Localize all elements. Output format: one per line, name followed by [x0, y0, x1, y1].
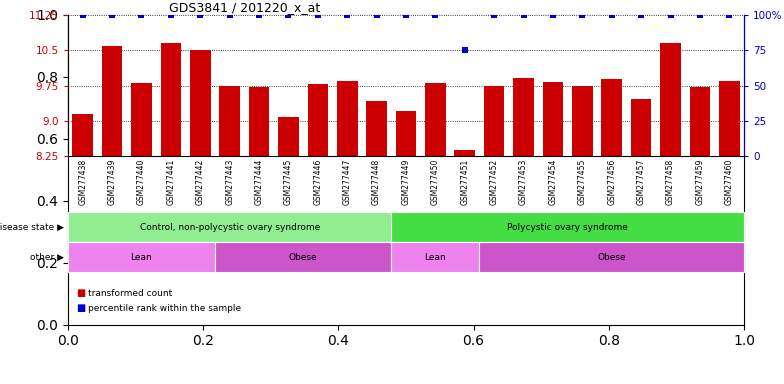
Bar	[220, 86, 240, 156]
Point	[311, 12, 324, 18]
Point	[605, 12, 618, 18]
Point	[341, 12, 354, 18]
Text: ■: ■	[76, 288, 85, 298]
Text: disease state ▶: disease state ▶	[0, 222, 64, 232]
Text: ■: ■	[76, 303, 85, 313]
Point	[194, 12, 206, 18]
Point	[106, 12, 118, 18]
Text: Obese: Obese	[597, 253, 626, 262]
Bar	[366, 101, 387, 156]
Bar	[719, 81, 739, 156]
Text: percentile rank within the sample: percentile rank within the sample	[88, 304, 241, 313]
Text: Lean: Lean	[424, 253, 446, 262]
Point	[429, 12, 441, 18]
Bar	[631, 99, 652, 156]
Text: other ▶: other ▶	[30, 253, 64, 262]
Point	[546, 12, 559, 18]
Point	[370, 12, 383, 18]
Text: Control, non-polycystic ovary syndrome: Control, non-polycystic ovary syndrome	[140, 222, 320, 232]
Point	[694, 12, 706, 18]
Bar	[396, 111, 416, 156]
Bar	[72, 114, 93, 156]
Point	[635, 12, 648, 18]
Bar	[131, 83, 152, 156]
Bar	[425, 83, 445, 156]
Point	[488, 12, 500, 18]
Point	[223, 12, 236, 18]
Bar	[249, 87, 270, 156]
Bar	[543, 82, 563, 156]
Point	[135, 12, 147, 18]
Point	[723, 12, 735, 18]
Point	[252, 12, 265, 18]
Bar	[572, 86, 593, 156]
Bar	[690, 87, 710, 156]
Point	[282, 12, 295, 18]
Point	[165, 12, 177, 18]
Point	[459, 47, 471, 53]
Bar	[484, 86, 504, 156]
Point	[400, 12, 412, 18]
Bar	[660, 43, 681, 156]
Bar	[337, 81, 358, 156]
Point	[517, 12, 530, 18]
Point	[576, 12, 589, 18]
Text: transformed count: transformed count	[88, 289, 172, 298]
Bar	[455, 150, 475, 156]
Bar	[190, 50, 211, 156]
Bar	[278, 117, 299, 156]
Bar	[514, 78, 534, 156]
Point	[76, 12, 89, 18]
Text: GDS3841 / 201220_x_at: GDS3841 / 201220_x_at	[169, 1, 321, 14]
Point	[664, 12, 677, 18]
Text: Polycystic ovary syndrome: Polycystic ovary syndrome	[507, 222, 628, 232]
Bar	[102, 46, 122, 156]
Bar	[161, 43, 181, 156]
Bar	[307, 84, 328, 156]
Text: Obese: Obese	[289, 253, 318, 262]
Bar	[601, 79, 622, 156]
Text: Lean: Lean	[131, 253, 152, 262]
